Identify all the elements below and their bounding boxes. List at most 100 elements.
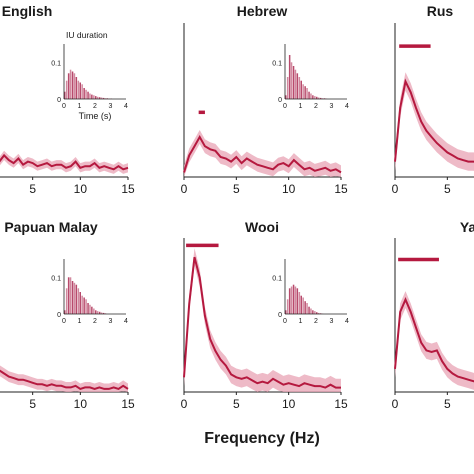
- inset-x-tick-label: 1: [78, 318, 82, 325]
- histogram-bar: [317, 97, 320, 99]
- panel-6: Ya 0 5: [392, 219, 474, 411]
- histogram-bar: [85, 89, 87, 99]
- inset-y-tick-label: 0: [278, 97, 282, 104]
- histogram-bar: [316, 312, 318, 314]
- histogram-bar: [81, 295, 83, 314]
- x-tick-label: 5: [233, 182, 240, 196]
- inset-x-tick-label: 0: [283, 318, 287, 325]
- histogram-bar: [79, 292, 81, 314]
- histogram-bar: [300, 80, 302, 99]
- panel-title: English: [2, 3, 53, 19]
- inset-x-label: Time (s): [79, 111, 112, 121]
- inset-x-tick-label: 3: [330, 103, 334, 110]
- histogram-bar: [95, 310, 97, 314]
- histogram-bar: [292, 284, 295, 314]
- histogram-bar: [95, 96, 97, 99]
- inset-y-tick-label: 0: [278, 312, 282, 319]
- histogram-bar: [77, 80, 80, 99]
- histogram-bar: [73, 282, 76, 314]
- histogram-bar: [69, 69, 72, 99]
- histogram-bar: [91, 306, 93, 314]
- histogram-bar: [319, 97, 322, 99]
- histogram-bar: [296, 288, 299, 314]
- inset-y-tick-label: 0.1: [51, 60, 61, 67]
- x-tick-label: 0: [181, 182, 188, 196]
- inset-histogram: 0.1 00 1 2 3 4: [51, 259, 128, 325]
- panel-title: Ya: [460, 219, 474, 235]
- confidence-band: [0, 365, 128, 392]
- histogram-bar: [312, 95, 314, 99]
- panel-title: Rus: [427, 3, 454, 19]
- histogram-bar: [98, 311, 101, 314]
- inset-x-tick-label: 2: [314, 103, 318, 110]
- histogram-bar: [79, 82, 81, 99]
- histogram-bar: [102, 97, 105, 99]
- histogram-bar: [304, 301, 306, 314]
- histogram-bar: [285, 95, 287, 99]
- histogram-bar: [69, 277, 72, 314]
- histogram-bar: [77, 288, 80, 314]
- spectrum-line: [394, 78, 474, 163]
- x-tick-label: 10: [282, 182, 296, 196]
- panel-4: Papuan Malay 5 10 15 0.1 00 1 2 3 4: [0, 219, 135, 411]
- x-tick-label: 10: [74, 182, 88, 196]
- x-tick-label: 15: [334, 182, 348, 196]
- histogram-bar: [75, 77, 78, 99]
- confidence-band: [184, 248, 341, 392]
- histogram-bar: [308, 91, 310, 99]
- histogram-bar: [288, 55, 291, 99]
- histogram-bar: [306, 88, 308, 99]
- inset-x-tick-label: 2: [93, 103, 97, 110]
- inset-x-tick-label: 3: [330, 318, 334, 325]
- x-tick-label: 0: [392, 182, 399, 196]
- histogram-bar: [87, 303, 89, 314]
- histogram-bar: [316, 96, 318, 99]
- histogram-bar: [302, 297, 304, 314]
- x-tick-label: 5: [29, 397, 36, 411]
- inset-histogram: 0.1 00 1 2 3 4: [272, 259, 349, 325]
- inset-x-tick-label: 0: [62, 103, 66, 110]
- histogram-bar: [98, 97, 101, 99]
- confidence-band: [0, 150, 128, 174]
- inset-x-tick-label: 4: [345, 318, 349, 325]
- histogram-bar: [89, 304, 91, 314]
- histogram-bar: [312, 310, 314, 314]
- x-tick-label: 5: [444, 397, 451, 411]
- histogram-bar: [310, 93, 312, 99]
- histogram-bar: [286, 77, 289, 99]
- inset-y-tick-label: 0: [57, 97, 61, 104]
- inset-x-tick-label: 0: [62, 318, 66, 325]
- histogram-bar: [300, 295, 302, 314]
- histogram-bar: [89, 93, 91, 99]
- histogram-bar: [290, 62, 293, 99]
- inset-histogram: 0.1 00 1 2 3 4: [272, 44, 349, 110]
- spectrum-line: [0, 153, 129, 171]
- histogram-bar: [65, 80, 68, 99]
- figure-x-axis-label: Frequency (Hz): [204, 430, 320, 447]
- histogram-bar: [296, 73, 299, 99]
- histogram-bar: [93, 95, 95, 99]
- spectrum-line: [183, 134, 342, 174]
- histogram-bar: [75, 284, 78, 314]
- histogram-bar: [71, 71, 74, 99]
- panel-title: Wooi: [245, 219, 279, 235]
- x-tick-label: 5: [444, 182, 451, 196]
- x-tick-label: 10: [74, 397, 88, 411]
- histogram-bar: [306, 303, 308, 314]
- histogram-bar: [314, 311, 316, 314]
- inset-x-tick-label: 1: [78, 103, 82, 110]
- x-tick-label: 15: [121, 182, 135, 196]
- inset-x-tick-label: 4: [345, 103, 349, 110]
- histogram-bar: [67, 73, 70, 99]
- histogram-bar: [304, 86, 306, 99]
- inset-y-tick-label: 0.1: [51, 275, 61, 282]
- x-tick-label: 15: [334, 397, 348, 411]
- inset-y-tick-label: 0.1: [272, 275, 282, 282]
- spectrum-line: [183, 256, 341, 389]
- inset-y-tick-label: 0: [57, 312, 61, 319]
- histogram-bar: [67, 277, 70, 314]
